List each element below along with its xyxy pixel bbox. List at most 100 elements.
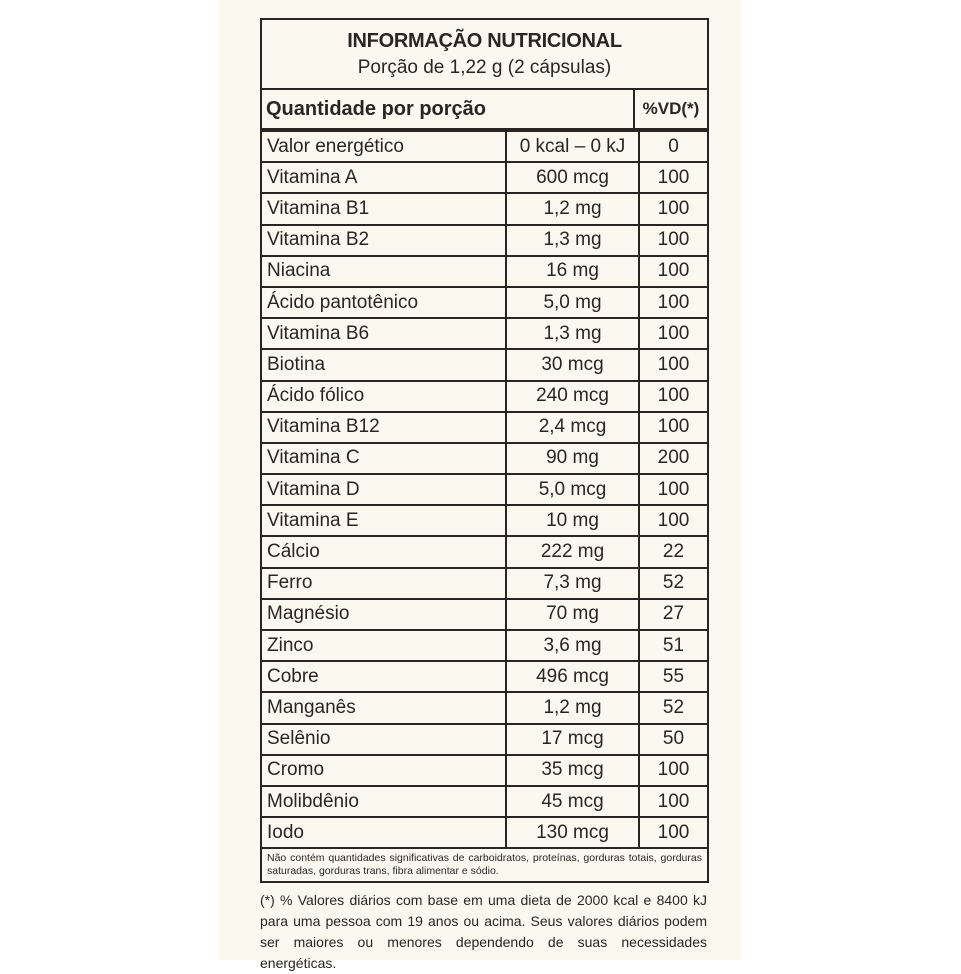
nutrient: Selênio bbox=[262, 723, 507, 756]
nutrient: Ácido fólico bbox=[262, 380, 507, 413]
amount: 45 mcg bbox=[506, 785, 640, 819]
amount: 17 mcg bbox=[506, 723, 640, 756]
column-label: %VD(*) bbox=[642, 99, 700, 118]
row: Molibdênio 45 mcg 100 bbox=[262, 785, 707, 819]
daily-value: 22 bbox=[639, 536, 707, 569]
nutrient: Niacina bbox=[262, 255, 507, 288]
daily-value: 50 bbox=[639, 723, 707, 756]
rows: Valor energético 0 kcal – 0 kJ 0 Vitamina A… bbox=[262, 132, 707, 850]
row: Niacina 16 mg 100 bbox=[262, 255, 707, 288]
note: Não contém quantidades significativas de… bbox=[267, 852, 702, 877]
daily-value: 51 bbox=[639, 630, 707, 663]
column-label: Quantidade por porção bbox=[262, 90, 635, 128]
rows-body: Valor energético 0 kcal – 0 kJ 0 Vitamina A… bbox=[262, 132, 707, 850]
row: Cálcio 222 mg 22 bbox=[262, 536, 707, 569]
daily-value: 27 bbox=[639, 598, 707, 632]
daily-value: 100 bbox=[639, 380, 707, 413]
daily-value: 100 bbox=[639, 754, 707, 787]
row: Vitamina E 10 mg 100 bbox=[262, 505, 707, 538]
nutrient: Cromo bbox=[262, 754, 507, 787]
nutrient: Vitamina D bbox=[262, 474, 507, 507]
row: Cromo 35 mcg 100 bbox=[262, 754, 707, 787]
daily-value: 100 bbox=[639, 224, 707, 257]
amount: 1,2 mg bbox=[506, 692, 640, 725]
row: Manganês 1,2 mg 52 bbox=[262, 692, 707, 725]
row: Magnésio 70 mg 27 bbox=[262, 598, 707, 632]
row: Vitamina C 90 mg 200 bbox=[262, 442, 707, 476]
nutrient: Vitamina C bbox=[262, 442, 507, 476]
amount: 30 mcg bbox=[506, 349, 640, 382]
amount: 130 mcg bbox=[506, 817, 640, 850]
amount: 70 mg bbox=[506, 598, 640, 632]
daily-value: 100 bbox=[639, 318, 707, 351]
nutrient: Vitamina E bbox=[262, 505, 507, 538]
amount: 35 mcg bbox=[506, 754, 640, 787]
daily-value: 100 bbox=[639, 505, 707, 538]
amount: 5,0 mg bbox=[506, 286, 640, 320]
amount: 1,2 mg bbox=[506, 193, 640, 226]
daily-value: 100 bbox=[639, 785, 707, 819]
nutrient: Vitamina B12 bbox=[262, 411, 507, 444]
column-header: Quantidade por porção %VD(*) bbox=[262, 90, 707, 132]
amount: 16 mg bbox=[506, 255, 640, 288]
row: Vitamina B2 1,3 mg 100 bbox=[262, 224, 707, 257]
row: Biotina 30 mcg 100 bbox=[262, 349, 707, 382]
nutrient: Ácido pantotênico bbox=[262, 286, 507, 320]
row: Vitamina A 600 mcg 100 bbox=[262, 162, 707, 195]
nutrient: Ferro bbox=[262, 567, 507, 600]
nutrient: Manganês bbox=[262, 692, 507, 725]
daily-value: 100 bbox=[639, 349, 707, 382]
daily-value: 0 bbox=[639, 132, 707, 164]
row: Iodo 130 mcg 100 bbox=[262, 817, 707, 850]
daily-value: 100 bbox=[639, 286, 707, 320]
amount: 10 mg bbox=[506, 505, 640, 538]
amount: 3,6 mg bbox=[506, 630, 640, 663]
row: Valor energético 0 kcal – 0 kJ 0 bbox=[262, 132, 707, 164]
footnote: (*) % Valores diários com base em uma di… bbox=[260, 892, 707, 971]
daily-value: 100 bbox=[639, 255, 707, 288]
nutrient: Iodo bbox=[262, 817, 507, 850]
amount: 2,4 mcg bbox=[506, 411, 640, 444]
nutrient: Vitamina B1 bbox=[262, 193, 507, 226]
daily-value: 100 bbox=[639, 193, 707, 226]
nutrient: Cobre bbox=[262, 661, 507, 694]
row: Cobre 496 mcg 55 bbox=[262, 661, 707, 694]
daily-value: 200 bbox=[639, 442, 707, 476]
nutrient: Biotina bbox=[262, 349, 507, 382]
table-header: INFORMAÇÃO NUTRICIONAL Porção de 1,22 g … bbox=[262, 20, 707, 90]
amount: 90 mg bbox=[506, 442, 640, 476]
row: Ácido fólico 240 mcg 100 bbox=[262, 380, 707, 413]
row: Vitamina D 5,0 mcg 100 bbox=[262, 474, 707, 507]
amount: 0 kcal – 0 kJ bbox=[506, 132, 640, 164]
amount: 5,0 mcg bbox=[506, 474, 640, 507]
daily-value: 52 bbox=[639, 567, 707, 600]
nutrient: Valor energético bbox=[262, 132, 507, 164]
daily-value: 100 bbox=[639, 474, 707, 507]
daily-value: 100 bbox=[639, 162, 707, 195]
amount: 600 mcg bbox=[506, 162, 640, 195]
nutrition-table: INFORMAÇÃO NUTRICIONAL Porção de 1,22 g … bbox=[260, 18, 709, 884]
daily-value: 100 bbox=[639, 817, 707, 850]
amount: 7,3 mg bbox=[506, 567, 640, 600]
daily-value: 52 bbox=[639, 692, 707, 725]
row: Ácido pantotênico 5,0 mg 100 bbox=[262, 286, 707, 320]
row: Vitamina B1 1,2 mg 100 bbox=[262, 193, 707, 226]
nutrient: Vitamina B6 bbox=[262, 318, 507, 351]
nutrient: Vitamina B2 bbox=[262, 224, 507, 257]
nutrient: Vitamina A bbox=[262, 162, 507, 195]
nutrient: Zinco bbox=[262, 630, 507, 663]
daily-value: 55 bbox=[639, 661, 707, 694]
amount: 240 mcg bbox=[506, 380, 640, 413]
row: Vitamina B12 2,4 mcg 100 bbox=[262, 411, 707, 444]
row: Ferro 7,3 mg 52 bbox=[262, 567, 707, 600]
serving: Porção de 1,22 g (2 cápsulas) bbox=[357, 57, 612, 78]
amount: 1,3 mg bbox=[506, 318, 640, 351]
row: Vitamina B6 1,3 mg 100 bbox=[262, 318, 707, 351]
row: Selênio 17 mcg 50 bbox=[262, 723, 707, 756]
nutrient: Cálcio bbox=[262, 536, 507, 569]
daily-value: 100 bbox=[639, 411, 707, 444]
title: INFORMAÇÃO NUTRICIONAL bbox=[347, 30, 622, 52]
row: Zinco 3,6 mg 51 bbox=[262, 630, 707, 663]
